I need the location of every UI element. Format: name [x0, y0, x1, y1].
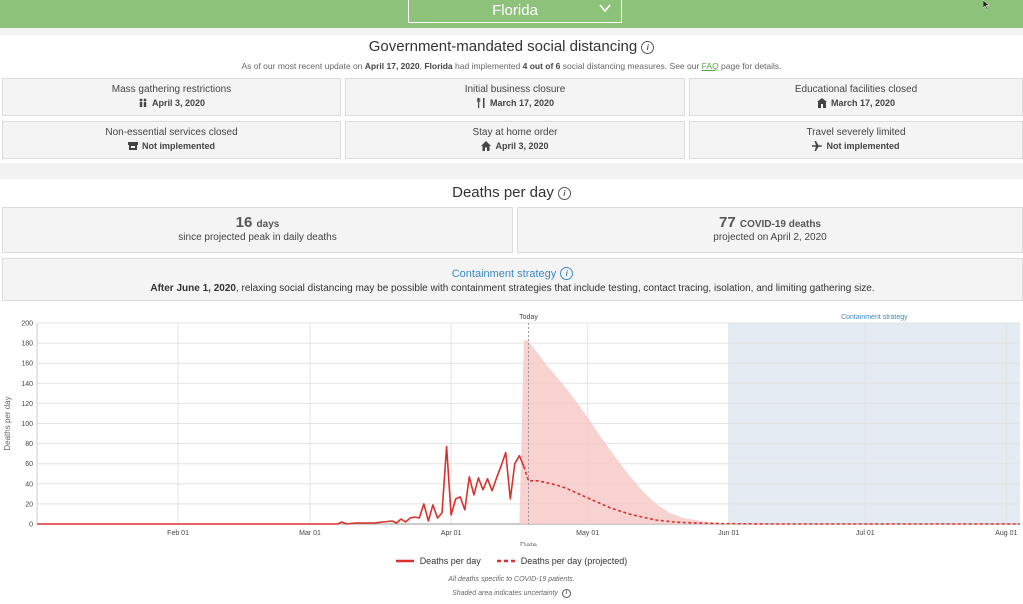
measure-value: March 17, 2020 [489, 98, 555, 108]
y-tick-label: 0 [29, 522, 33, 529]
peak-deaths-value: 77 [719, 214, 736, 231]
state-select-value: Florida [492, 1, 538, 19]
x-tick-label: Mar 01 [299, 530, 321, 537]
peak-days-value: 16 [235, 214, 253, 231]
x-tick-label: Apr 01 [441, 530, 462, 537]
deaths-title-text: Deaths per day [452, 184, 554, 201]
info-icon[interactable]: i [641, 41, 655, 54]
series-projected-line [523, 466, 1020, 525]
sub-state: Florida [424, 61, 453, 71]
measure-label: Travel severely limited [806, 127, 906, 138]
sub-count: 4 out of 6 [522, 61, 561, 71]
x-tick-label: May 01 [576, 530, 599, 537]
containment-title: Containment strategy [451, 268, 557, 280]
measure-card-stay-home: Stay at home order April 3, 2020 [345, 121, 685, 159]
peak-deaths-card: 77 COVID-19 deaths projected on April 2,… [517, 207, 1023, 253]
section-divider [0, 28, 1023, 35]
chart-legend: Deaths per day Deaths per day (projected… [0, 556, 1023, 566]
y-tick-label: 20 [25, 501, 33, 508]
x-axis-label: Date [520, 541, 537, 546]
info-icon[interactable]: i [557, 187, 571, 200]
measure-value: March 17, 2020 [830, 98, 896, 108]
measure-card-education: Educational facilities closed March 17, … [689, 78, 1023, 116]
measure-value: Not implemented [826, 141, 900, 151]
y-tick-label: 100 [21, 421, 33, 428]
peak-deaths-unit: COVID-19 deaths [739, 219, 821, 230]
peak-days-card: 16 days since projected peak in daily de… [2, 207, 513, 253]
state-select[interactable]: Florida [408, 0, 622, 23]
measure-value: April 3, 2020 [151, 98, 206, 108]
today-label: Today [519, 314, 538, 321]
sub-mid2: had implemented [452, 61, 523, 71]
info-icon[interactable]: i [560, 267, 574, 280]
y-tick-label: 40 [25, 481, 33, 488]
sub-prefix: As of our most recent update on [241, 61, 365, 71]
utensils-icon [476, 98, 485, 108]
containment-date: After June 1, 2020 [150, 283, 236, 294]
legend-dashed-line [496, 559, 515, 563]
chart-note: All deaths specific to COVID-19 patients… [448, 576, 575, 583]
legend-solid-line [395, 559, 414, 563]
peak-days-caption: since projected peak in daily deaths [178, 232, 337, 243]
info-icon[interactable]: i [561, 589, 571, 598]
deaths-chart: Containment strategy 0 20 40 60 80 100 120 140 16… [3, 314, 1020, 546]
legend-actual-label: Deaths per day [419, 556, 481, 566]
containment-text: , relaxing social distancing may be poss… [235, 283, 875, 294]
y-tick-label: 80 [25, 441, 33, 448]
x-tick-label: Jul 01 [856, 530, 875, 537]
y-tick-label: 120 [21, 401, 33, 408]
measure-card-non-essential: Non-essential services closed Not implem… [2, 121, 341, 159]
top-bar: Florida [0, 0, 1023, 28]
sub-mid1: , [419, 61, 425, 71]
measure-label: Non-essential services closed [105, 127, 238, 138]
home-icon [481, 141, 492, 151]
measure-value: April 3, 2020 [495, 141, 549, 151]
deaths-title: Deaths per day i [0, 184, 1023, 201]
y-tick-label: 180 [21, 341, 33, 348]
series-actual-line [37, 445, 525, 525]
x-tick-label: Feb 01 [167, 530, 189, 537]
y-tick-label: 140 [21, 381, 33, 388]
y-tick-label: 200 [21, 321, 33, 328]
measure-card-travel: Travel severely limited Not implemented [689, 121, 1023, 159]
x-tick-label: Aug 01 [995, 530, 1017, 537]
legend-actual[interactable]: Deaths per day [395, 556, 481, 566]
y-tick-label: 60 [25, 461, 33, 468]
chart-note-uncertainty: Shaded area indicates uncertainty i [0, 589, 1023, 598]
sub-mid3: social distancing measures. See our [560, 61, 702, 71]
store-icon [127, 142, 138, 150]
plane-icon [812, 141, 823, 151]
school-icon [816, 98, 827, 108]
distancing-title: Government-mandated social distancing i [0, 38, 1023, 55]
x-tick-label: Jun 01 [718, 530, 739, 537]
mouse-cursor-icon [983, 0, 990, 10]
containment-label: Containment strategy [841, 314, 908, 321]
sub-suffix: page for details. [718, 61, 782, 71]
measure-label: Stay at home order [472, 127, 558, 138]
measure-label: Mass gathering restrictions [111, 84, 232, 95]
legend-projected-label: Deaths per day (projected) [520, 556, 628, 566]
measure-label: Initial business closure [464, 84, 566, 95]
peak-deaths-caption: projected on April 2, 2020 [713, 232, 827, 243]
people-icon [139, 98, 147, 107]
section-divider [0, 163, 1023, 179]
measure-value: Not implemented [141, 141, 215, 151]
measure-label: Educational facilities closed [794, 84, 918, 95]
uncertainty-band [519, 340, 766, 524]
uncertainty-note: Shaded area indicates uncertainty [452, 590, 558, 597]
legend-projected[interactable]: Deaths per day (projected) [496, 556, 628, 566]
faq-link[interactable]: FAQ [701, 61, 719, 71]
distancing-title-text: Government-mandated social distancing [368, 38, 638, 55]
distancing-subtitle: As of our most recent update on April 17… [0, 61, 1023, 71]
containment-card: Containment strategy i After June 1, 2020… [2, 258, 1023, 301]
measure-card-business-closure: Initial business closure March 17, 2020 [345, 78, 685, 116]
y-axis-label: Deaths per day [3, 396, 12, 450]
y-tick-label: 160 [21, 361, 33, 368]
chevron-down-icon [599, 4, 611, 13]
sub-date: April 17, 2020 [364, 61, 420, 71]
peak-days-unit: days [256, 219, 280, 230]
measure-card-mass-gathering: Mass gathering restrictions April 3, 202… [2, 78, 341, 116]
